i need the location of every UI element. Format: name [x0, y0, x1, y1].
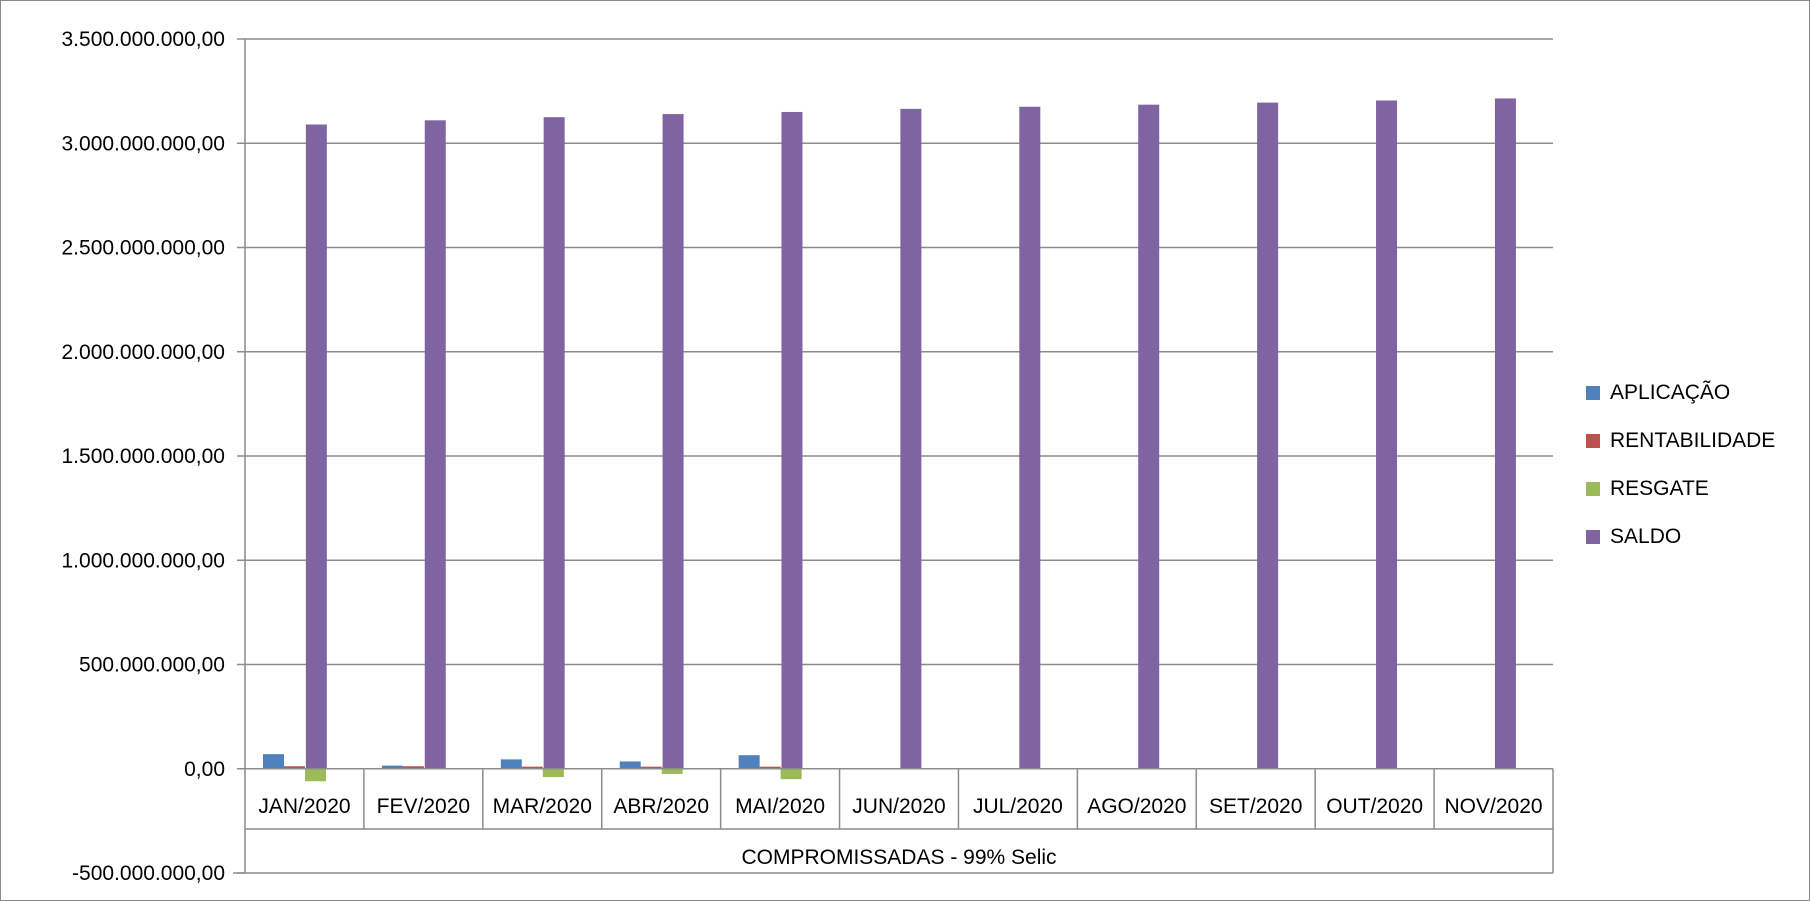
bar-aplicação-jan-2020	[263, 754, 284, 769]
legend-swatch-aplicacao	[1586, 386, 1600, 400]
bar-saldo-jan-2020	[306, 124, 327, 768]
legend-swatch-saldo	[1586, 530, 1600, 544]
x-tick-label: MAR/2020	[493, 795, 592, 818]
bar-saldo-mar-2020	[544, 117, 565, 769]
legend-item-saldo: SALDO	[1586, 513, 1775, 561]
legend-label-saldo: SALDO	[1610, 525, 1681, 549]
bar-aplicação-abr-2020	[620, 761, 641, 768]
x-tick-label: MAI/2020	[735, 795, 825, 818]
x-tick-label: SET/2020	[1209, 795, 1302, 818]
legend-label-rentabilidade: RENTABILIDADE	[1610, 429, 1775, 453]
legend-swatch-rentabilidade	[1586, 434, 1600, 448]
y-tick-label: 500.000.000,00	[79, 654, 225, 677]
bar-saldo-nov-2020	[1495, 98, 1516, 768]
y-tick-label: 3.000.000.000,00	[62, 132, 226, 155]
bar-saldo-abr-2020	[663, 114, 684, 769]
bar-resgate-mai-2020	[781, 769, 802, 779]
legend-item-rentabilidade: RENTABILIDADE	[1586, 417, 1775, 465]
legend-label-aplicacao: APLICAÇÃO	[1610, 381, 1730, 405]
y-tick-label: 2.000.000.000,00	[62, 341, 226, 364]
bar-saldo-set-2020	[1257, 103, 1278, 769]
bars	[263, 98, 1516, 781]
bar-resgate-jan-2020	[305, 769, 326, 782]
y-tick-label: 1.000.000.000,00	[62, 549, 226, 572]
y-tick-label: -500.000.000,00	[72, 862, 225, 885]
x-tick-label: JUN/2020	[852, 795, 945, 818]
y-tick-labels: -500.000.000,00 0,00 500.000.000,00 1.000.0…	[62, 28, 226, 885]
bar-resgate-mar-2020	[543, 769, 564, 777]
legend-item-resgate: RESGATE	[1586, 465, 1775, 513]
x-tick-labels: JAN/2020 FEV/2020 MAR/2020 ABR/2020 MAI/2020…	[258, 795, 1542, 869]
x-group-label: COMPROMISSADAS - 99% Selic	[741, 846, 1056, 869]
legend-swatch-resgate	[1586, 482, 1600, 496]
x-tick-label: JAN/2020	[258, 795, 350, 818]
bar-aplicação-mai-2020	[739, 755, 760, 769]
bar-saldo-mai-2020	[781, 112, 802, 769]
bar-saldo-fev-2020	[425, 120, 446, 768]
y-tick-label: 1.500.000.000,00	[62, 445, 226, 468]
x-tick-label: AGO/2020	[1087, 795, 1186, 818]
x-tick-label: ABR/2020	[613, 795, 709, 818]
legend-label-resgate: RESGATE	[1610, 477, 1709, 501]
bar-saldo-jun-2020	[900, 109, 921, 769]
legend: APLICAÇÃO RENTABILIDADE RESGATE SALDO	[1586, 369, 1775, 561]
x-tick-label: NOV/2020	[1445, 795, 1543, 818]
bar-saldo-ago-2020	[1138, 105, 1159, 769]
x-tick-label: OUT/2020	[1326, 795, 1423, 818]
y-tick-label: 3.500.000.000,00	[62, 28, 226, 51]
bar-resgate-abr-2020	[662, 769, 683, 774]
bar-aplicação-mar-2020	[501, 759, 522, 768]
x-tick-label: FEV/2020	[377, 795, 470, 818]
legend-item-aplicacao: APLICAÇÃO	[1586, 369, 1775, 417]
y-tick-label: 0,00	[184, 758, 225, 781]
bar-saldo-out-2020	[1376, 101, 1397, 769]
y-tick-label: 2.500.000.000,00	[62, 237, 226, 260]
bar-saldo-jul-2020	[1019, 107, 1040, 769]
x-tick-label: JUL/2020	[973, 795, 1063, 818]
